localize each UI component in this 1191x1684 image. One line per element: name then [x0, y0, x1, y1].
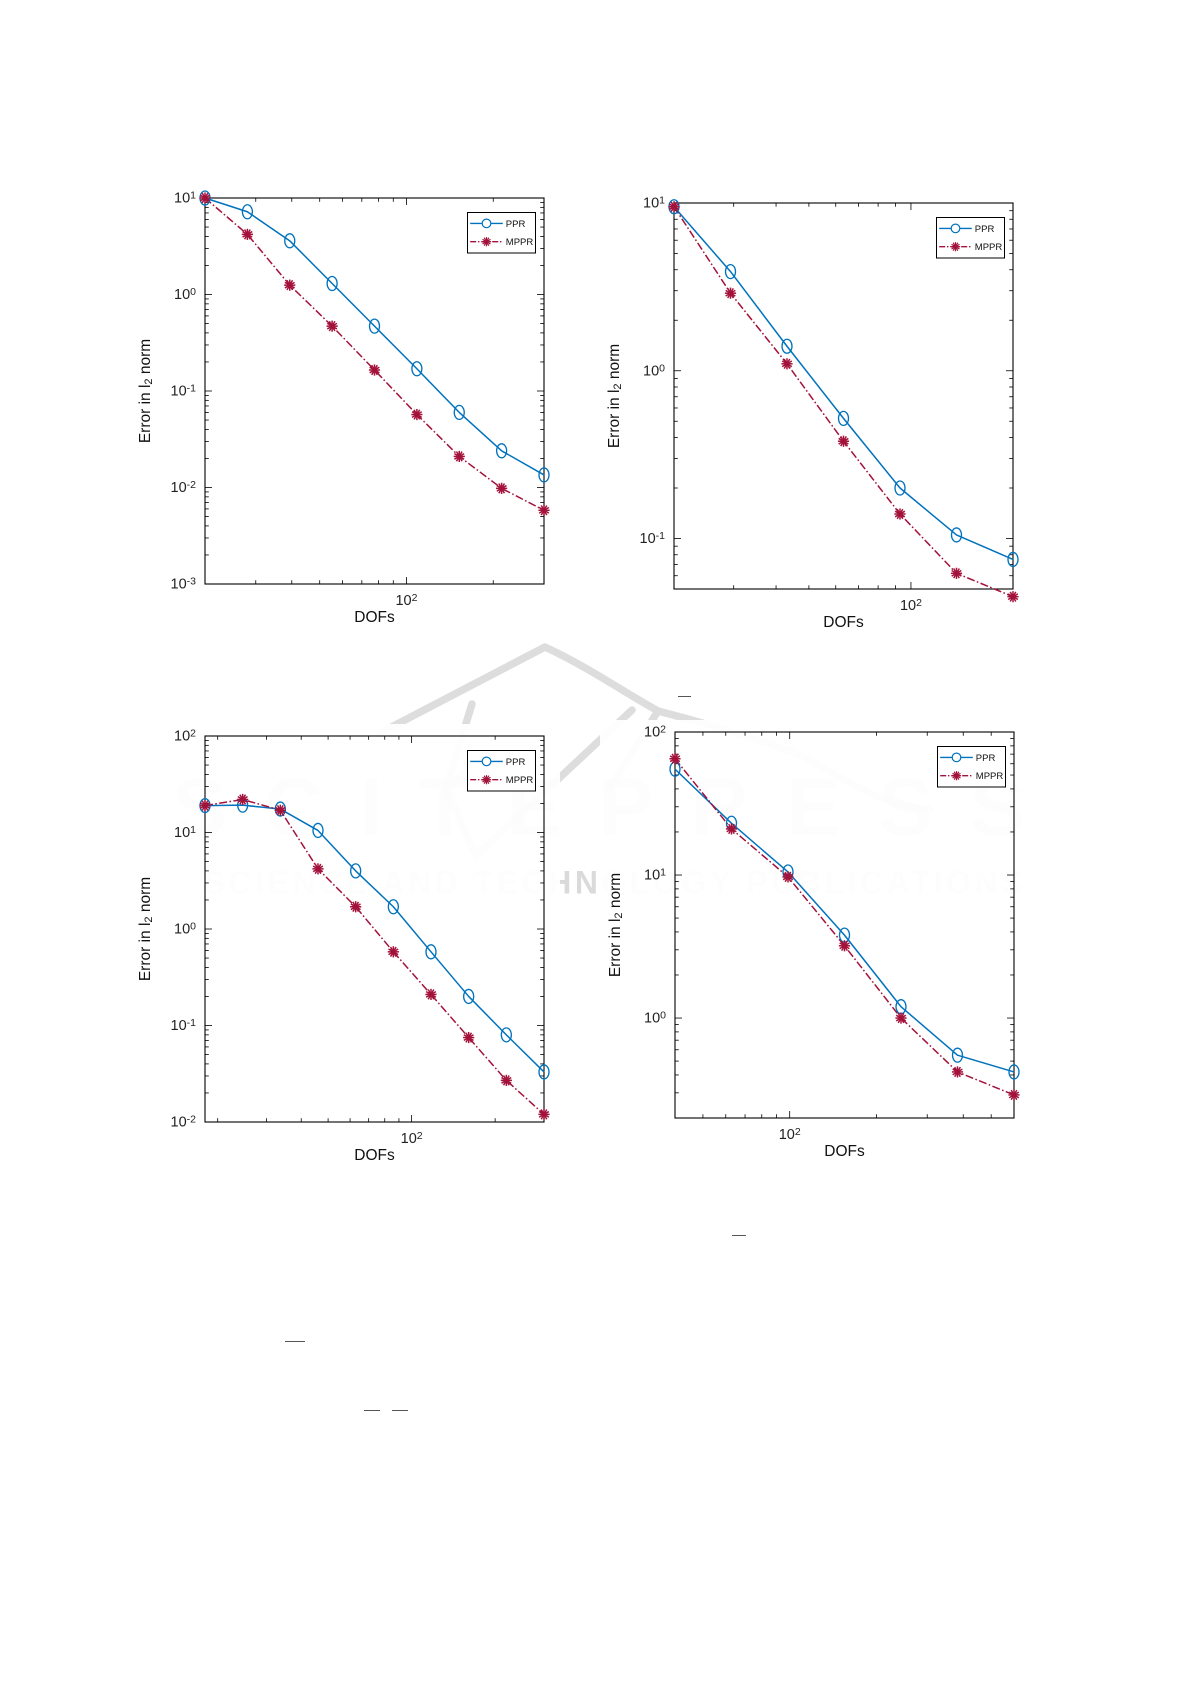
svg-text:MPPR: MPPR	[976, 771, 1004, 782]
svg-text:PPR: PPR	[975, 223, 995, 234]
svg-text:Error in l2 norm: Error in l2 norm	[137, 339, 155, 443]
svg-text:PPR: PPR	[506, 757, 526, 768]
svg-text:PPR: PPR	[976, 753, 996, 764]
svg-text:DOFs: DOFs	[825, 1143, 866, 1160]
svg-text:Error in l2 norm: Error in l2 norm	[137, 877, 155, 981]
svg-text:DOFs: DOFs	[824, 614, 865, 631]
svg-text:MPPR: MPPR	[506, 237, 534, 248]
svg-text:MPPR: MPPR	[506, 775, 534, 786]
svg-text:MPPR: MPPR	[975, 242, 1003, 253]
svg-text:DOFs: DOFs	[354, 1147, 395, 1164]
svg-text:DOFs: DOFs	[355, 609, 396, 626]
svg-text:Error in l2 norm: Error in l2 norm	[606, 344, 624, 448]
svg-text:Error in l2 norm: Error in l2 norm	[607, 873, 625, 977]
svg-text:PPR: PPR	[506, 219, 526, 230]
